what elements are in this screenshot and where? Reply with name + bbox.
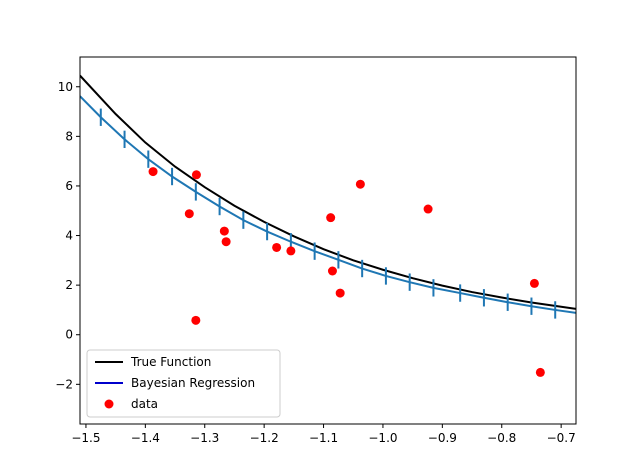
y-tick-label: 10 — [58, 80, 73, 94]
legend-data-swatch — [104, 399, 114, 409]
series-layer — [80, 74, 576, 377]
data-point-0 — [148, 167, 158, 177]
x-tick-label: −1.3 — [190, 431, 219, 445]
legend: True Function Bayesian Regression data — [86, 349, 281, 418]
data-point-9 — [327, 266, 337, 276]
x-tick-label: −1.2 — [250, 431, 279, 445]
data-point-8 — [326, 213, 336, 223]
data-point-5 — [191, 315, 201, 325]
series-bayesian-regression-line — [80, 95, 576, 314]
axes-layer: −1.5 −1.4 −1.3 −1.2 −1.1 −1.0 −0.9 −0.8 −0.7 −2 0 2… — [55, 56, 577, 445]
legend-data-label: data — [131, 397, 158, 411]
legend-box — [86, 349, 281, 418]
legend-bayesian-regression-label: Bayesian Regression — [131, 376, 255, 390]
data-point-11 — [355, 179, 365, 189]
legend-true-function-label: True Function — [130, 355, 211, 369]
x-tick-label: −1.0 — [368, 431, 397, 445]
x-tick-label: −1.1 — [309, 431, 338, 445]
y-tick-label: 2 — [65, 278, 73, 292]
y-tick-label: 6 — [65, 179, 73, 193]
data-point-10 — [335, 288, 345, 298]
data-point-4 — [221, 237, 231, 247]
y-tick-label: 4 — [65, 229, 73, 243]
data-point-14 — [535, 367, 545, 377]
y-tick-label: 8 — [65, 129, 73, 143]
data-point-7 — [286, 246, 296, 256]
data-point-13 — [529, 278, 539, 288]
y-tick-label: 0 — [65, 328, 73, 342]
x-tick-label: −1.5 — [71, 431, 100, 445]
data-point-6 — [272, 242, 282, 252]
x-tick-label: −0.9 — [428, 431, 457, 445]
x-tick-label: −0.7 — [547, 431, 576, 445]
y-tick-label: −2 — [55, 377, 73, 391]
data-point-3 — [219, 226, 229, 236]
data-point-1 — [191, 170, 201, 180]
x-tick-label: −1.4 — [131, 431, 160, 445]
data-point-12 — [423, 204, 433, 214]
data-point-2 — [184, 209, 194, 219]
x-tick-label: −0.8 — [487, 431, 516, 445]
axes-frame — [79, 56, 577, 425]
